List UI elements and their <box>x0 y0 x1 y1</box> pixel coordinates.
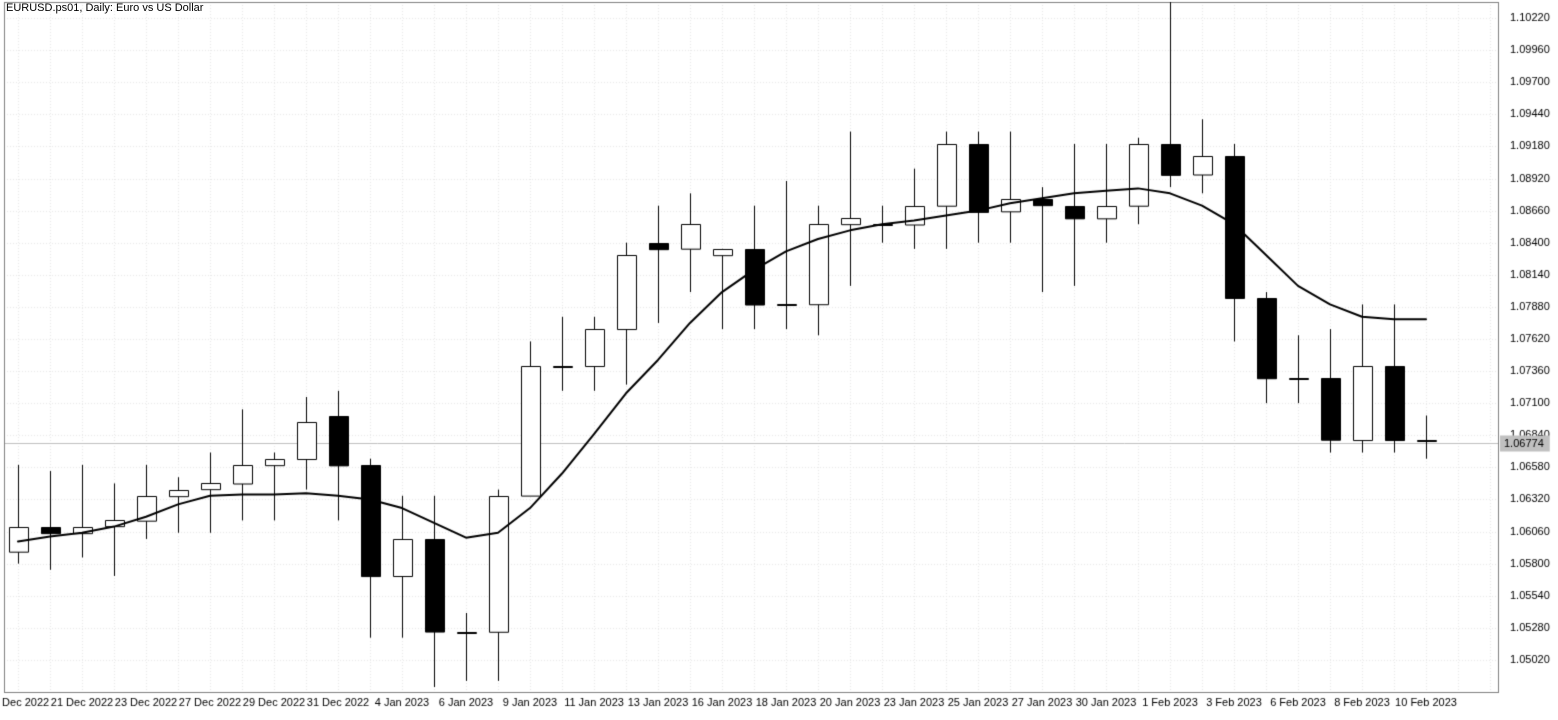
candlestick-chart-canvas[interactable] <box>0 0 1558 720</box>
chart-container[interactable]: EURUSD.ps01, Daily: Euro vs US Dollar <box>0 0 1558 720</box>
chart-title: EURUSD.ps01, Daily: Euro vs US Dollar <box>6 2 203 14</box>
